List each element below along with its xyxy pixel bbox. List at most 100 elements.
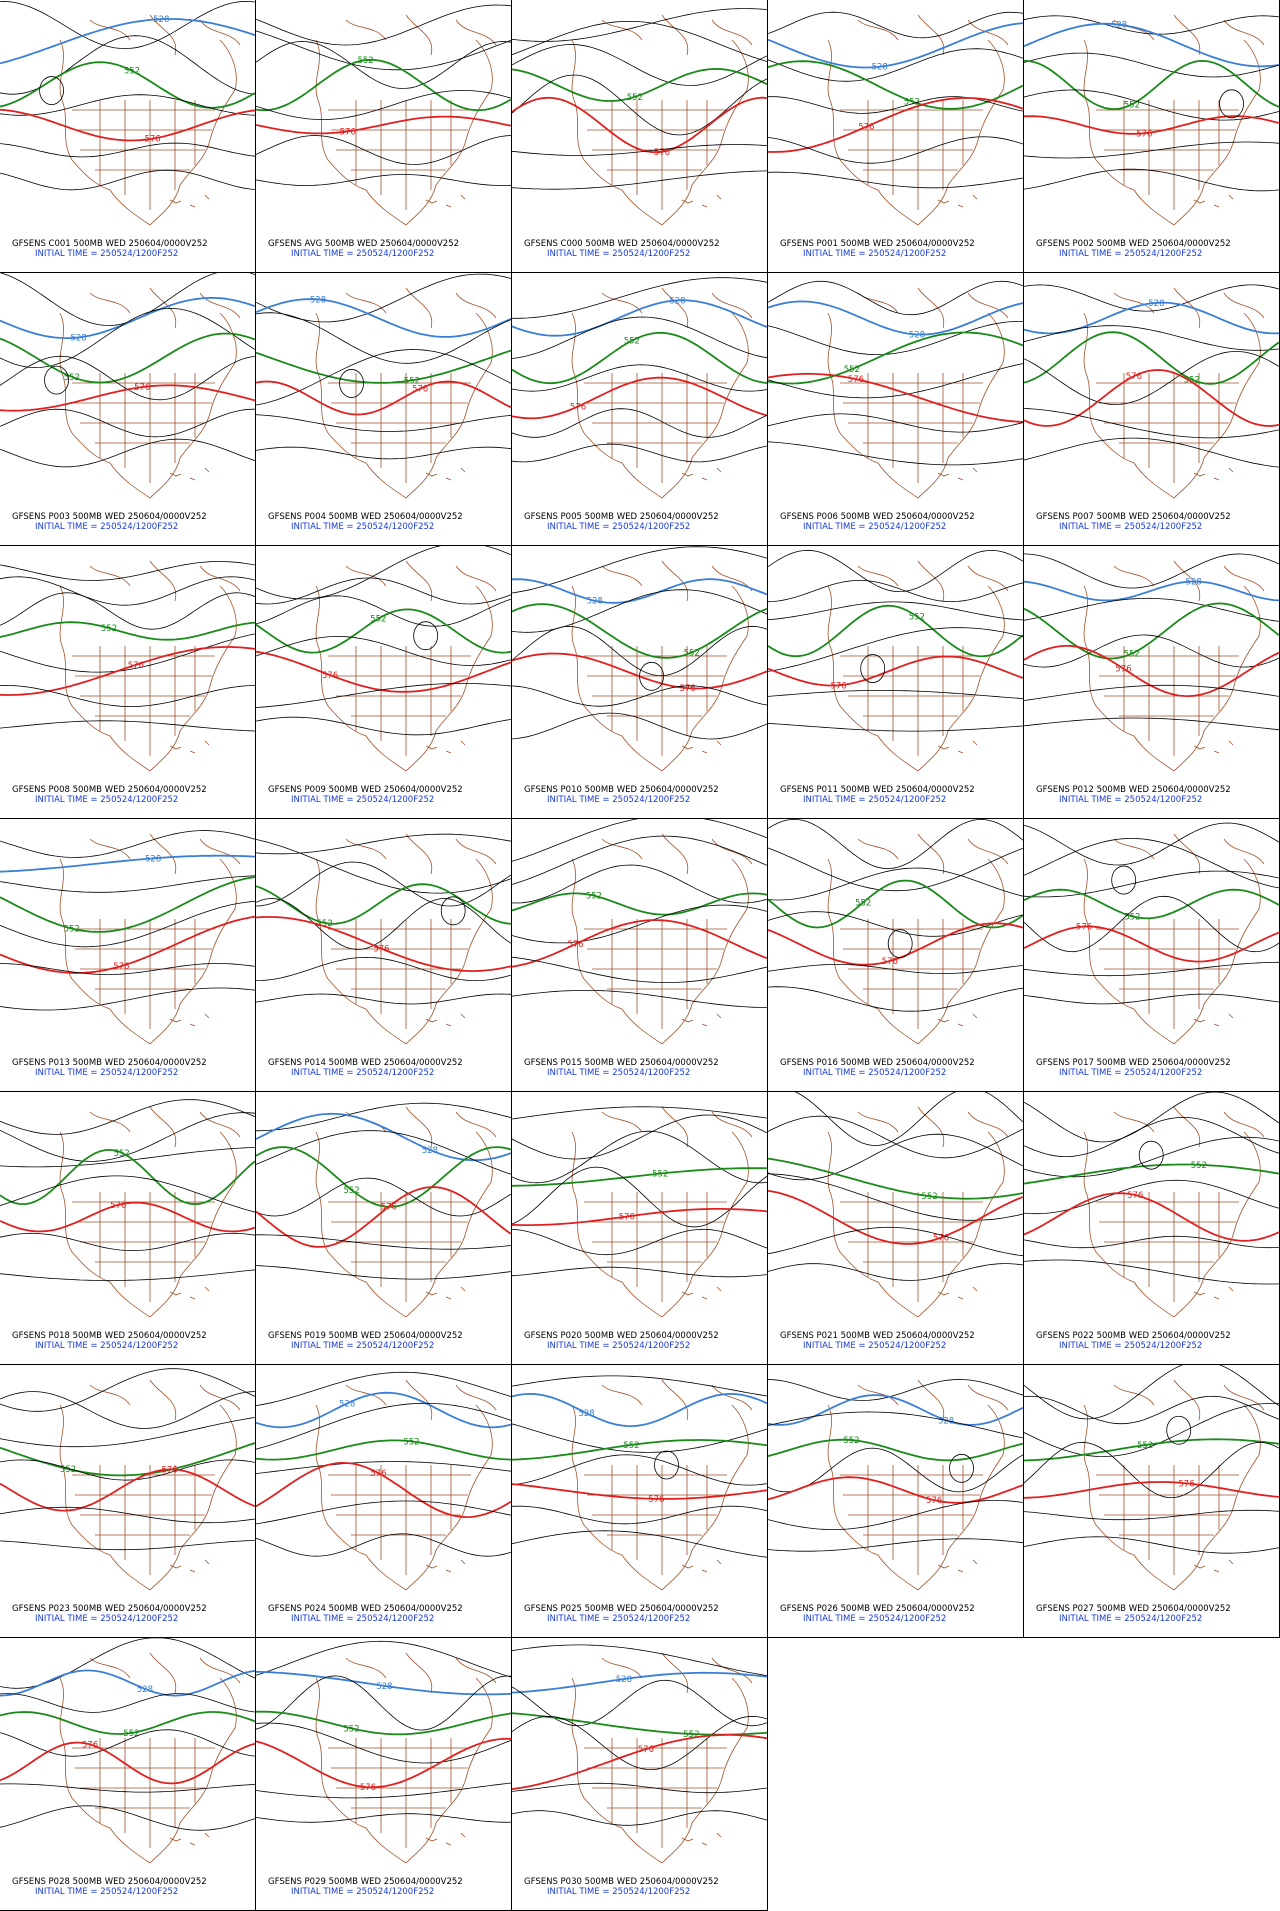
- contour-label: 528: [137, 1685, 153, 1695]
- contour-label: 576: [1126, 372, 1142, 382]
- contour: [0, 1417, 255, 1448]
- contour-label: 576: [858, 123, 874, 133]
- caption-bg: [768, 236, 1023, 260]
- caption-line2: INITIAL TIME = 250524/1200F252: [547, 1068, 690, 1078]
- contour: [256, 90, 511, 121]
- map-panel: 552 576 GFSENS P015 500MB WED 250604/0000V…: [512, 819, 768, 1092]
- map: 552 576 GFSENS P016 500MB WED 250604/0000V…: [768, 819, 1023, 1079]
- contour: [1024, 1235, 1279, 1249]
- contour: [1024, 408, 1279, 439]
- contour: [768, 96, 1023, 114]
- contour: [512, 67, 767, 102]
- contour: [0, 307, 255, 369]
- contour: [1024, 838, 1279, 889]
- caption-bg: [0, 1055, 255, 1079]
- caption-line1: GFSENS AVG 500MB WED 250604/0000V252: [268, 239, 459, 249]
- closed-low: [1111, 865, 1137, 895]
- contour-label: 576: [619, 1213, 635, 1223]
- contour: [512, 1114, 767, 1160]
- map-panel: 528 552 576 GFSENS C001 500MB WED 250604/00…: [0, 0, 256, 273]
- contour: [1024, 351, 1279, 406]
- contour: [768, 549, 1023, 593]
- caption-line2: INITIAL TIME = 250524/1200F252: [35, 1887, 178, 1897]
- contour-label: 576: [654, 148, 670, 158]
- contour-label: 552: [921, 1192, 937, 1202]
- caption-line2: INITIAL TIME = 250524/1200F252: [547, 522, 690, 532]
- map-panel: 552 576 GFSENS P022 500MB WED 250604/0000V…: [1024, 1092, 1280, 1365]
- contour: [512, 1454, 767, 1486]
- contour-label: 576: [340, 127, 356, 137]
- caption-line1: GFSENS P026 500MB WED 250604/0000V252: [780, 1604, 975, 1614]
- geography: [59, 560, 241, 772]
- contour: [1024, 1092, 1279, 1143]
- caption-line1: GFSENS P011 500MB WED 250604/0000V252: [780, 785, 975, 795]
- map-panel: 528 552 576 GFSENS P005 500MB WED 250604/00…: [512, 273, 768, 546]
- contour: [0, 0, 255, 50]
- contour: [512, 864, 767, 904]
- contour: [512, 8, 767, 42]
- contour: [512, 44, 767, 86]
- contour-label: 552: [64, 373, 80, 383]
- contour: [256, 1722, 511, 1764]
- map-panel: 528 552 576 GFSENS P003 500MB WED 250604/00…: [0, 273, 256, 546]
- caption-bg: [1024, 236, 1279, 260]
- caption-bg: [768, 509, 1023, 533]
- caption-line1: GFSENS P012 500MB WED 250604/0000V252: [1036, 785, 1231, 795]
- caption-bg: [1024, 509, 1279, 533]
- contour: [256, 273, 511, 323]
- contour-label: 576: [567, 940, 583, 950]
- caption-line1: GFSENS P014 500MB WED 250604/0000V252: [268, 1058, 463, 1068]
- contour-label: 576: [882, 957, 898, 967]
- contour: [512, 603, 767, 659]
- contour: [0, 1368, 255, 1412]
- caption-line2: INITIAL TIME = 250524/1200F252: [35, 1614, 178, 1624]
- map: 528 552 576 GFSENS P030 500MB WED 250604/00…: [512, 1644, 767, 1898]
- contour: [768, 1173, 1023, 1221]
- caption-bg: [512, 1328, 767, 1352]
- map-panel: 552 576 GFSENS P011 500MB WED 250604/0000V…: [768, 546, 1024, 819]
- contour-label: 528: [376, 1682, 392, 1692]
- geography: [571, 1379, 753, 1591]
- contour: [512, 443, 767, 463]
- closed-low: [413, 621, 439, 651]
- map-panel: 528 552 576 GFSENS P012 500MB WED 250604/00…: [1024, 546, 1280, 819]
- contour: [1024, 168, 1279, 192]
- map-panel: 528 552 576 GFSENS P030 500MB WED 250604/00…: [512, 1638, 768, 1911]
- map: 528 552 576 GFSENS P007 500MB WED 250604/00…: [1024, 284, 1279, 533]
- map: 528 552 576 GFSENS P003 500MB WED 250604/00…: [0, 273, 255, 533]
- closed-low: [860, 654, 886, 683]
- map-panel: 528 552 576 GFSENS P002 500MB WED 250604/00…: [1024, 0, 1280, 273]
- contour: [1024, 437, 1279, 468]
- contour-label: 552: [1184, 376, 1200, 386]
- map-panel: 552 576 GFSENS P023 500MB WED 250604/0000V…: [0, 1365, 256, 1638]
- contour-label: 528: [422, 1146, 438, 1156]
- contour-label: 528: [578, 1409, 594, 1419]
- map: 552 576 GFSENS C000 500MB WED 250604/0000V…: [512, 8, 767, 260]
- map: 528 552 576 GFSENS P019 500MB WED 250604/00…: [256, 1102, 511, 1352]
- contour: [512, 919, 767, 968]
- caption-line1: GFSENS P005 500MB WED 250604/0000V252: [524, 512, 719, 522]
- caption-line2: INITIAL TIME = 250524/1200F252: [291, 1341, 434, 1351]
- caption-bg: [0, 782, 255, 806]
- contour: [1024, 925, 1279, 963]
- contour: [1024, 89, 1279, 121]
- contour: [512, 819, 767, 862]
- contour: [1024, 717, 1279, 731]
- contour: [768, 11, 1023, 39]
- contour-label: 552: [114, 1149, 130, 1159]
- caption-bg: [512, 1874, 767, 1898]
- contour-label: 528: [70, 333, 86, 343]
- map: 552 576 GFSENS P023 500MB WED 250604/0000V…: [0, 1368, 255, 1625]
- closed-low: [39, 76, 64, 105]
- caption-line2: INITIAL TIME = 250524/1200F252: [547, 1614, 690, 1624]
- caption-line1: GFSENS C000 500MB WED 250604/0000V252: [524, 239, 720, 249]
- contour: [512, 1208, 767, 1226]
- contour: [768, 690, 1023, 699]
- contour: [512, 316, 767, 359]
- contour: [0, 1391, 255, 1429]
- contour: [256, 577, 511, 605]
- contour: [1024, 1163, 1279, 1185]
- contour-label: 552: [623, 1441, 639, 1451]
